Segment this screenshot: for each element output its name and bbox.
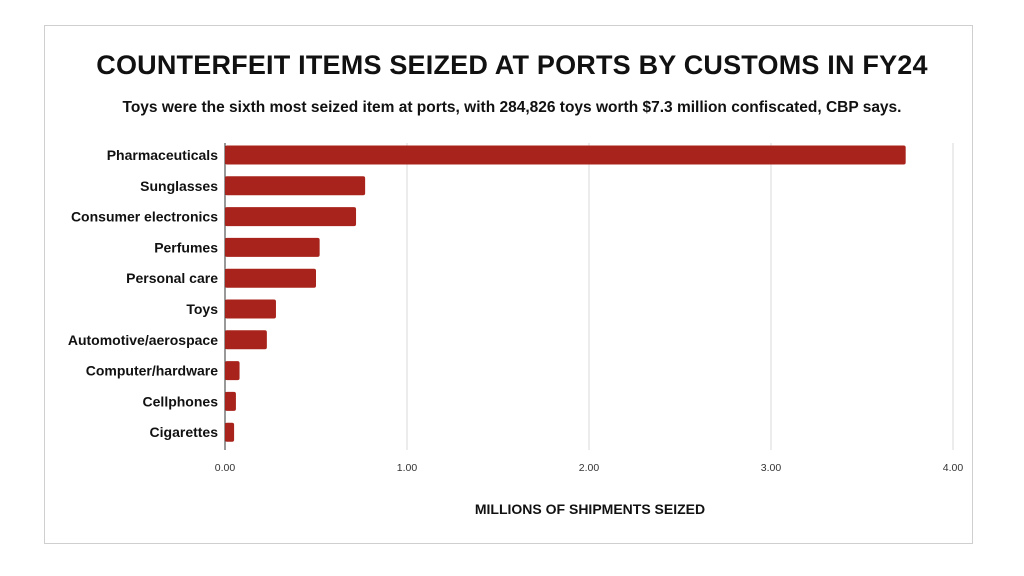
- bars: [225, 145, 906, 442]
- category-label: Cellphones: [143, 393, 219, 409]
- category-label: Sunglasses: [140, 178, 218, 194]
- chart-subtitle: Toys were the sixth most seized item at …: [122, 99, 902, 116]
- bar: [225, 268, 316, 288]
- bar: [225, 145, 906, 165]
- bar: [225, 207, 357, 227]
- category-labels: Pharmaceuticals Sunglasses Consumer electr…: [68, 147, 218, 440]
- x-axis-label: MILLIONS OF SHIPMENTS SEIZED: [475, 501, 705, 517]
- category-label: Automotive/aerospace: [68, 332, 218, 348]
- category-label: Computer/hardware: [86, 363, 218, 379]
- category-label: Pharmaceuticals: [107, 147, 218, 163]
- x-tick-labels: 0.00 1.00 2.00 3.00 4.00: [215, 462, 964, 474]
- chart-card: [44, 25, 973, 544]
- bar: [225, 361, 240, 381]
- bar: [225, 237, 320, 257]
- category-label: Cigarettes: [150, 424, 219, 440]
- chart-title: COUNTERFEIT ITEMS SEIZED AT PORTS BY CUS…: [96, 50, 928, 80]
- category-label: Toys: [186, 301, 218, 317]
- bar: [225, 422, 235, 442]
- bar: [225, 176, 366, 196]
- x-tick-label: 0.00: [215, 462, 236, 474]
- x-tick-label: 2.00: [579, 462, 600, 474]
- bar: [225, 391, 236, 411]
- x-tick-label: 3.00: [761, 462, 782, 474]
- x-tick-label: 1.00: [397, 462, 418, 474]
- category-label: Personal care: [126, 270, 218, 286]
- category-label: Consumer electronics: [71, 209, 218, 225]
- bar: [225, 299, 276, 319]
- category-label: Perfumes: [154, 239, 218, 255]
- bar: [225, 330, 267, 350]
- x-tick-label: 4.00: [943, 462, 964, 474]
